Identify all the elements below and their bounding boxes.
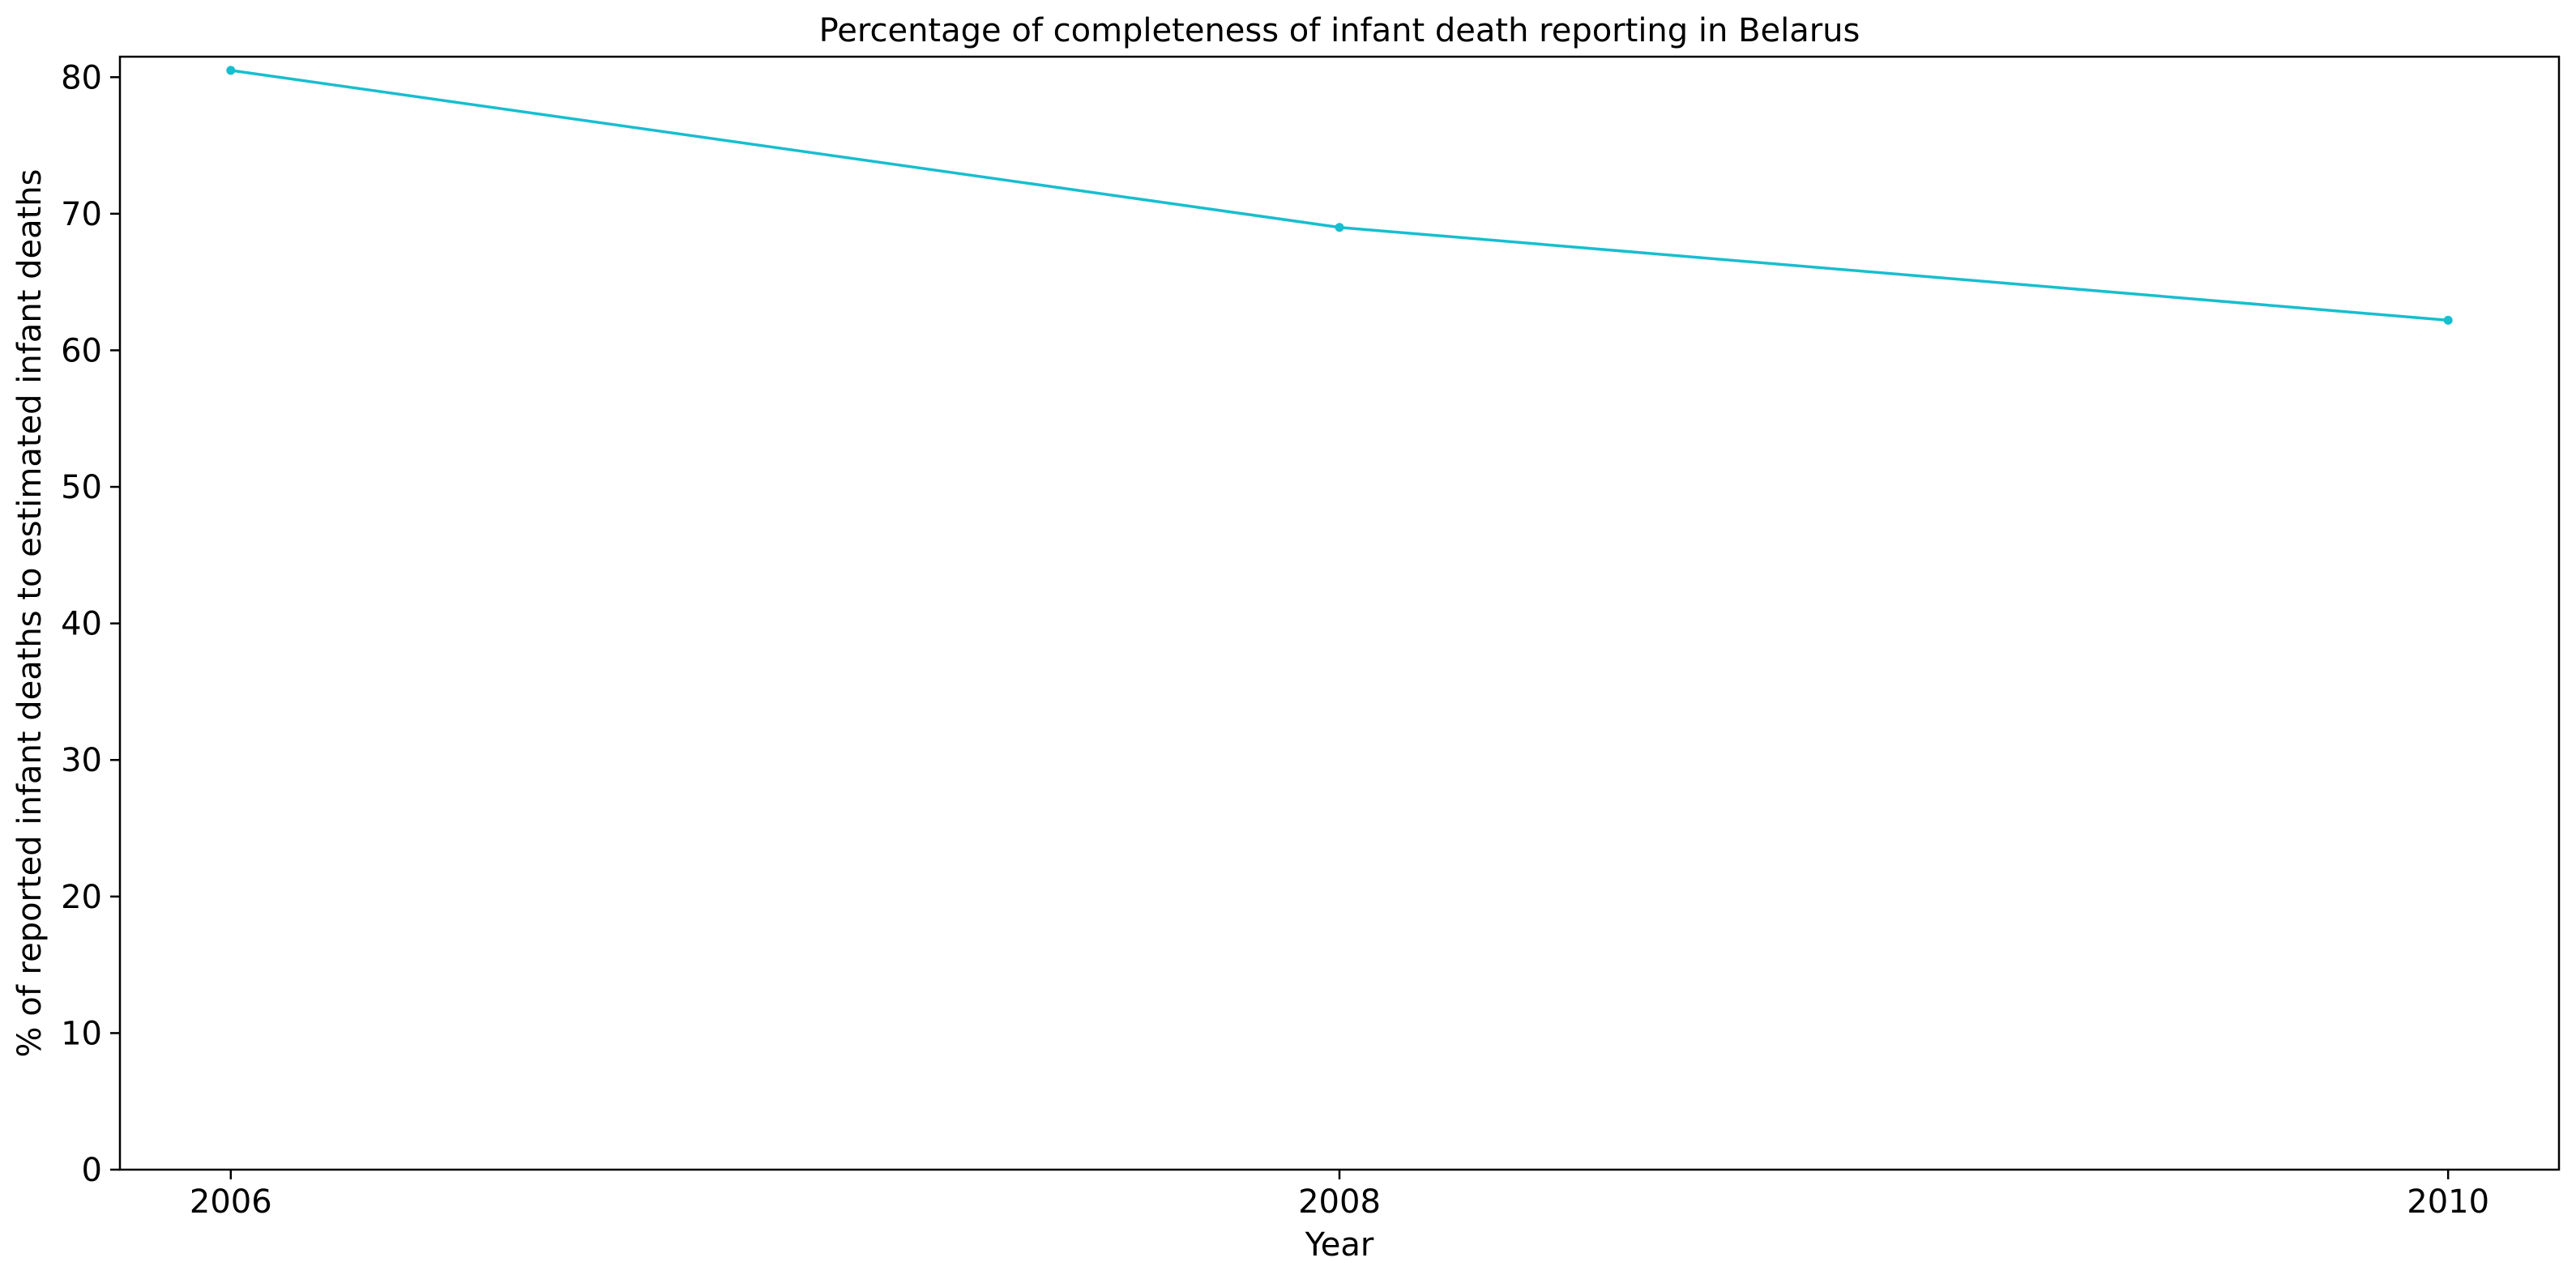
x-tick-label: 2006	[190, 1183, 272, 1221]
x-axis-label: Year	[1305, 1226, 1374, 1264]
x-axis-ticks: 2006 2008 2010	[190, 1170, 2489, 1221]
series-line	[229, 69, 2450, 322]
data-point	[1335, 223, 1344, 232]
x-tick-label: 2008	[1298, 1183, 1381, 1221]
y-tick-label: 70	[61, 196, 102, 233]
y-tick-label: 20	[61, 879, 102, 916]
y-tick-label: 80	[61, 59, 102, 96]
y-tick-label: 60	[61, 332, 102, 369]
series-layer	[226, 66, 2453, 325]
y-axis-ticks: 0 10 20 30 40 50 60 70 80	[61, 59, 120, 1189]
y-tick-label: 10	[61, 1015, 102, 1052]
y-tick-label: 30	[61, 742, 102, 779]
y-tick-label: 40	[61, 606, 102, 643]
y-tick-label: 50	[61, 469, 102, 506]
y-axis-label: % of reported infant deaths to estimated…	[11, 169, 49, 1058]
y-tick-label: 0	[82, 1152, 102, 1189]
data-point	[226, 66, 236, 75]
data-point	[2443, 315, 2453, 325]
chart-title: Percentage of completeness of infant dea…	[819, 12, 1860, 49]
x-tick-label: 2010	[2407, 1183, 2489, 1221]
